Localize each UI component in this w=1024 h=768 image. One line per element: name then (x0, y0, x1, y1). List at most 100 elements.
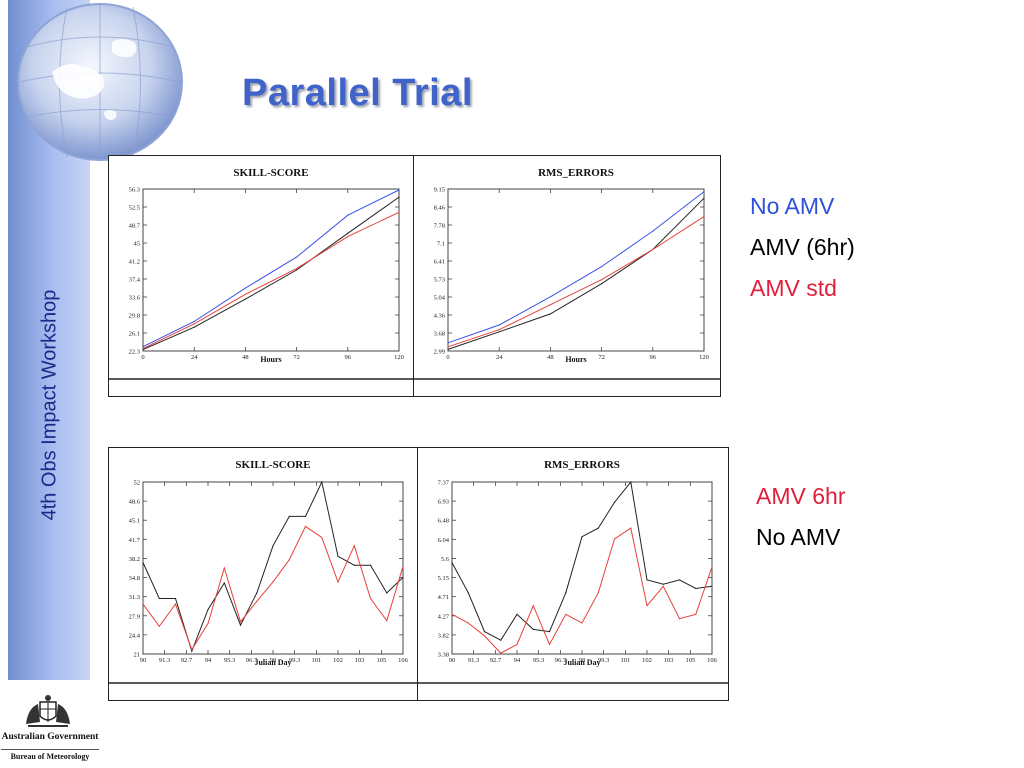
data-point (630, 527, 632, 529)
data-point (467, 592, 469, 594)
series-line-2 (447, 216, 705, 348)
y-tick-label: 52.5 (129, 205, 140, 212)
data-point (695, 587, 697, 590)
data-point (662, 585, 664, 587)
x-tick-label: 99.3 (598, 657, 609, 664)
y-tick-label: 45.1 (129, 518, 140, 525)
y-tick-label: 3.38 (438, 652, 449, 659)
x-tick-label: 90 (449, 657, 456, 664)
x-tick-label: 0 (446, 354, 449, 361)
x-tick-label: 91.3 (468, 657, 479, 664)
x-tick-label: 98 (270, 657, 277, 664)
data-point (174, 603, 177, 605)
series-line-1 (142, 196, 400, 351)
data-point (451, 562, 453, 564)
data-point (191, 650, 193, 652)
x-tick-label: 96.7 (246, 657, 258, 664)
data-point (272, 581, 274, 583)
data-point (142, 603, 144, 605)
y-tick-label: 6.04 (438, 537, 450, 544)
data-point (652, 230, 654, 232)
x-tick-label: 95.3 (224, 657, 235, 664)
x-tick-label: 0 (141, 354, 144, 361)
series-line-0 (451, 480, 713, 641)
data-point (244, 293, 246, 295)
x-tick-label: 92.7 (181, 657, 193, 664)
data-point (398, 196, 400, 198)
data-point (711, 585, 713, 587)
legend-top: No AMV AMV (6hr) AMV std (750, 186, 855, 309)
data-point (646, 579, 648, 581)
workshop-label: 4th Obs Impact Workshop (38, 289, 61, 521)
data-point (321, 481, 323, 483)
series-line-0 (142, 480, 404, 653)
x-tick-label: 105 (377, 657, 387, 664)
x-tick-label: 120 (699, 354, 709, 361)
data-point (304, 515, 307, 517)
x-tick-label: 96.7 (555, 657, 567, 664)
legend-item-amv-std: AMV std (750, 275, 837, 301)
x-tick-label: 72 (598, 354, 605, 361)
data-point (630, 481, 632, 483)
plot-frame (142, 481, 404, 655)
x-tick-label: 90 (140, 657, 147, 664)
data-point (581, 536, 583, 538)
logo-bureau-text: Bureau of Meteorology (1, 749, 99, 761)
y-tick-label: 29.8 (129, 313, 140, 320)
y-tick-label: 24.4 (129, 632, 141, 639)
government-logo: Australian Government Bureau of Meteorol… (0, 688, 100, 768)
data-point (223, 567, 225, 569)
data-point (239, 621, 242, 623)
data-point (207, 609, 209, 611)
x-tick-label: 99.3 (289, 657, 300, 664)
globe-icon (17, 3, 183, 161)
y-tick-label: 22.3 (129, 349, 140, 356)
data-point (447, 348, 449, 351)
data-point (272, 545, 274, 547)
data-point (703, 216, 705, 218)
data-point (402, 565, 404, 567)
data-point (532, 628, 534, 631)
series-line-1 (447, 197, 705, 350)
data-point (601, 279, 603, 281)
y-tick-label: 33.6 (129, 295, 141, 302)
data-point (142, 348, 144, 350)
data-point (695, 613, 697, 615)
legend-item-no-amv: No AMV (750, 193, 835, 219)
y-tick-label: 31.3 (129, 594, 140, 601)
x-tick-label: 102 (333, 657, 343, 664)
y-tick-label: 3.68 (434, 331, 445, 338)
data-point (304, 525, 307, 527)
y-tick-label: 3.82 (438, 632, 449, 639)
data-point (652, 248, 654, 251)
y-tick-label: 41.2 (129, 259, 140, 266)
chart-rms-errors-julian: RMS_ERRORS 3.38 3.82 4.27 4.71 5.15 5.6 6.04 6.4… (418, 459, 728, 684)
data-point (601, 283, 603, 285)
data-point (191, 648, 193, 651)
data-point (296, 267, 298, 270)
legend-item-amv-6hr: AMV 6hr (756, 483, 846, 509)
data-point (296, 256, 298, 258)
y-tick-label: 9.15 (434, 187, 445, 194)
x-axis-label: Hours (260, 355, 281, 364)
data-point (353, 545, 355, 547)
data-point (703, 191, 705, 193)
data-point (483, 635, 486, 637)
data-point (500, 639, 502, 641)
x-tick-label: 24 (191, 354, 198, 361)
plot-frame (451, 481, 713, 655)
coat-of-arms-icon (26, 695, 70, 727)
data-point (678, 579, 681, 581)
data-point (447, 346, 449, 348)
data-point (288, 559, 290, 561)
data-point (244, 298, 246, 300)
data-point (548, 630, 551, 633)
x-tick-label: 48 (242, 354, 249, 361)
data-point (296, 269, 298, 271)
data-point (369, 597, 372, 600)
y-tick-label: 27.9 (129, 613, 140, 620)
data-point (321, 536, 323, 539)
y-tick-label: 8.46 (434, 205, 446, 212)
data-point (711, 566, 713, 568)
x-tick-label: 92.7 (490, 657, 502, 664)
